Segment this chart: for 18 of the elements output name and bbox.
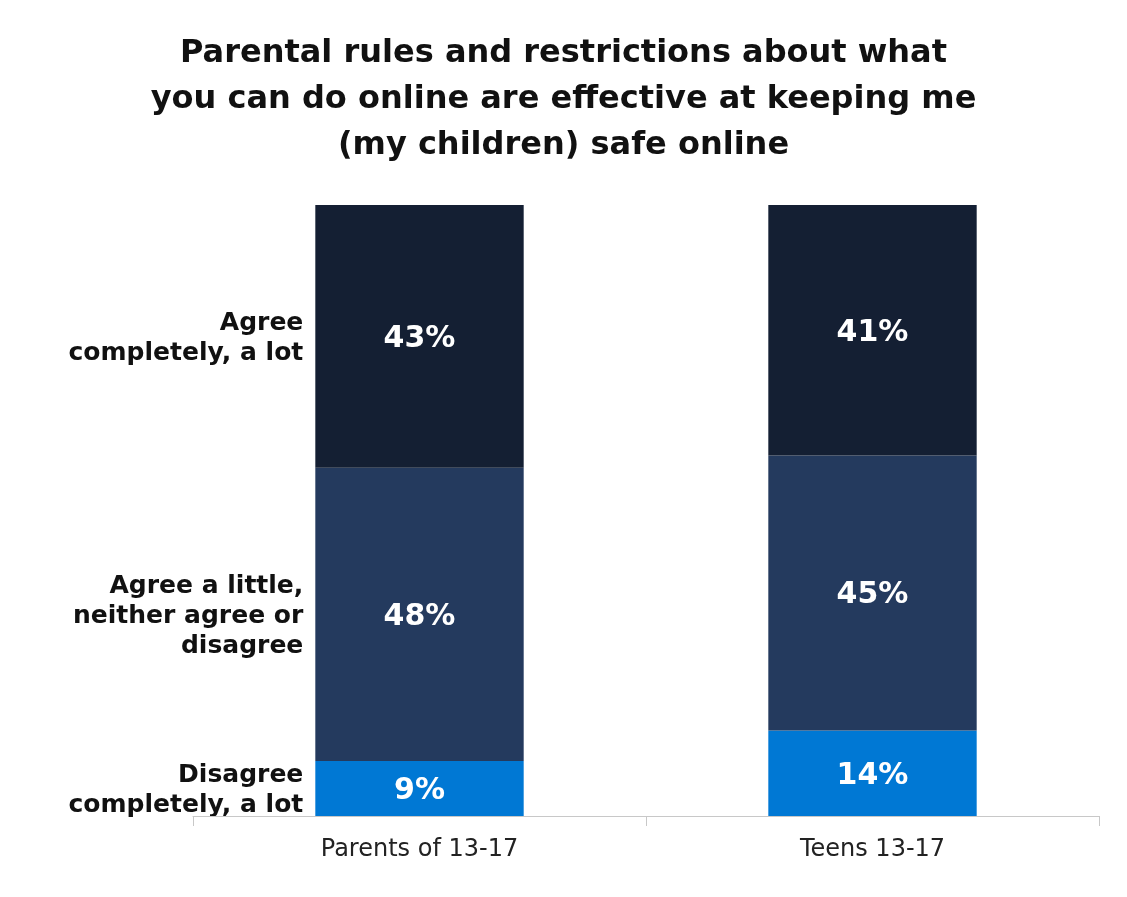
bar <box>768 455 977 731</box>
data-label: 9% <box>394 771 445 807</box>
bar <box>315 761 524 816</box>
data-label: 45% <box>836 575 909 611</box>
x-tick-label: Parents of 13-17 <box>320 834 519 862</box>
data-label: 14% <box>836 755 909 791</box>
bar <box>315 467 524 762</box>
data-label: 48% <box>383 596 456 632</box>
bar <box>768 730 977 816</box>
series-label: Agree completely, a lot <box>68 306 304 366</box>
data-label: 41% <box>836 312 909 348</box>
x-tick-label: Teens 13-17 <box>798 834 946 862</box>
bar <box>315 205 524 468</box>
series-label: Disagree completely, a lot <box>68 759 304 819</box>
data-label: 43% <box>383 318 456 354</box>
series-label: Agree a little, neither agree or disagree <box>73 569 304 659</box>
bar <box>768 205 977 456</box>
chart-title: Parental rules and restrictions about what you can do online are effective at keeping me (my children) safe online <box>150 32 977 162</box>
